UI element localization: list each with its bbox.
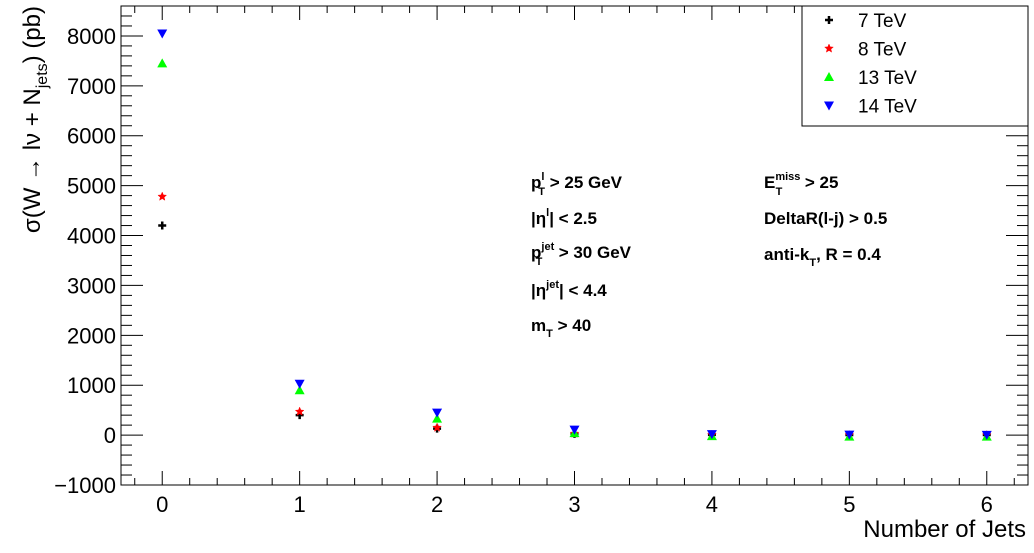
annotation-sup: jet xyxy=(540,241,554,253)
y-tick-label: 8000 xyxy=(67,24,116,49)
annotation-base: p xyxy=(531,243,541,262)
annotation-text: mT > 40 xyxy=(531,316,591,340)
data-point xyxy=(158,221,167,230)
annotation-sub: T xyxy=(809,257,816,269)
y-tick-label: 2000 xyxy=(67,323,116,348)
data-point xyxy=(844,430,855,440)
data-point xyxy=(706,430,717,440)
annotation-sup: l xyxy=(546,207,549,219)
data-point xyxy=(432,408,443,418)
annotation-sup: miss xyxy=(775,171,800,183)
y-axis-label: σ(W → lν + Njets) (pb) xyxy=(19,6,51,233)
annotation-base: |η xyxy=(531,281,546,300)
annotation-text: anti-kT, R = 0.4 xyxy=(764,245,881,269)
legend-marker xyxy=(824,72,834,81)
x-tick-labels: 0 1 2 3 4 5 6 xyxy=(156,492,993,517)
legend-entries: 7 TeV 8 TeV 13 TeV 14 TeV xyxy=(824,11,917,118)
data-point xyxy=(157,191,168,201)
annotation-rest: > 25 xyxy=(800,173,838,192)
legend-label: 14 TeV xyxy=(858,97,917,118)
annotation-sub: T xyxy=(538,186,545,198)
annotation-rest: | < 2.5 xyxy=(549,209,597,228)
data-point xyxy=(157,29,168,39)
x-tick-label: 6 xyxy=(981,492,993,517)
annotation-base: E xyxy=(764,173,775,192)
y-tick-label: 6000 xyxy=(67,124,116,149)
annotation-text: pjet T > 30 GeV xyxy=(531,241,632,268)
legend-marker xyxy=(824,101,834,111)
annotation-rest: > 40 xyxy=(553,316,591,335)
data-point xyxy=(569,425,580,435)
annotation-sup: l xyxy=(541,171,544,183)
data-point xyxy=(294,385,305,395)
x-tick-label: 2 xyxy=(431,492,443,517)
annotation-text: pl T > 25 GeV xyxy=(531,171,623,198)
y-tick-label: 0 xyxy=(104,423,116,448)
legend-marker xyxy=(824,43,834,53)
y-axis-label-sub: jets xyxy=(34,63,51,89)
x-tick-label: 3 xyxy=(568,492,580,517)
data-points xyxy=(157,29,992,441)
legend-box xyxy=(801,5,1029,127)
data-point xyxy=(981,430,992,440)
y-tick-label: −1000 xyxy=(54,473,116,498)
data-point xyxy=(157,58,168,68)
legend: 7 TeV 8 TeV 13 TeV 14 TeV xyxy=(801,5,1029,127)
annotation-rest: > 30 GeV xyxy=(554,243,632,262)
data-point xyxy=(294,379,305,389)
annotation-sub: T xyxy=(536,256,543,268)
annotation-sub: T xyxy=(546,328,553,340)
annotation-text: Emiss T > 25 xyxy=(764,171,838,198)
annotation-sub: T xyxy=(776,186,783,198)
x-tick-label: 1 xyxy=(294,492,306,517)
y-tick-labels: −1000 0 1000 2000 3000 4000 5000 6000 7000 8000 xyxy=(54,24,116,498)
annotation-rest: | < 4.4 xyxy=(559,281,607,300)
x-tick-label: 0 xyxy=(156,492,168,517)
y-tick-label: 5000 xyxy=(67,174,116,199)
annotation-base: |η xyxy=(531,209,546,228)
data-point xyxy=(432,413,443,423)
x-tick-label: 5 xyxy=(843,492,855,517)
annotation-base: anti-k xyxy=(764,245,810,264)
annotation-rest: > 25 GeV xyxy=(545,173,623,192)
y-tick-label: 1000 xyxy=(67,373,116,398)
annotation-base: p xyxy=(531,173,541,192)
data-point xyxy=(294,406,305,416)
x-axis-label: Number of Jets xyxy=(863,516,1026,543)
x-tick-label: 4 xyxy=(706,492,718,517)
annotation-text: |ηl| < 2.5 xyxy=(531,207,597,228)
axis-ticks xyxy=(121,5,1028,486)
legend-label: 7 TeV xyxy=(858,11,907,32)
annotation-base: DeltaR(l-j) > 0.5 xyxy=(764,209,887,228)
y-axis-label-main: σ(W → lν + N xyxy=(19,88,46,233)
legend-label: 8 TeV xyxy=(858,40,907,61)
annotation-base: m xyxy=(531,316,546,335)
data-point xyxy=(432,422,442,432)
annotation-rest: , R = 0.4 xyxy=(816,245,881,264)
annotation-text: DeltaR(l-j) > 0.5 xyxy=(764,209,887,228)
annotation-sup: jet xyxy=(545,279,559,291)
annotation-text: |ηjet| < 4.4 xyxy=(531,279,607,300)
y-axis-label-end: ) (pb) xyxy=(19,6,46,63)
legend-label: 13 TeV xyxy=(858,68,917,89)
y-tick-label: 7000 xyxy=(67,74,116,99)
y-tick-label: 4000 xyxy=(67,224,116,249)
y-tick-label: 3000 xyxy=(67,273,116,298)
legend-marker xyxy=(825,16,833,24)
